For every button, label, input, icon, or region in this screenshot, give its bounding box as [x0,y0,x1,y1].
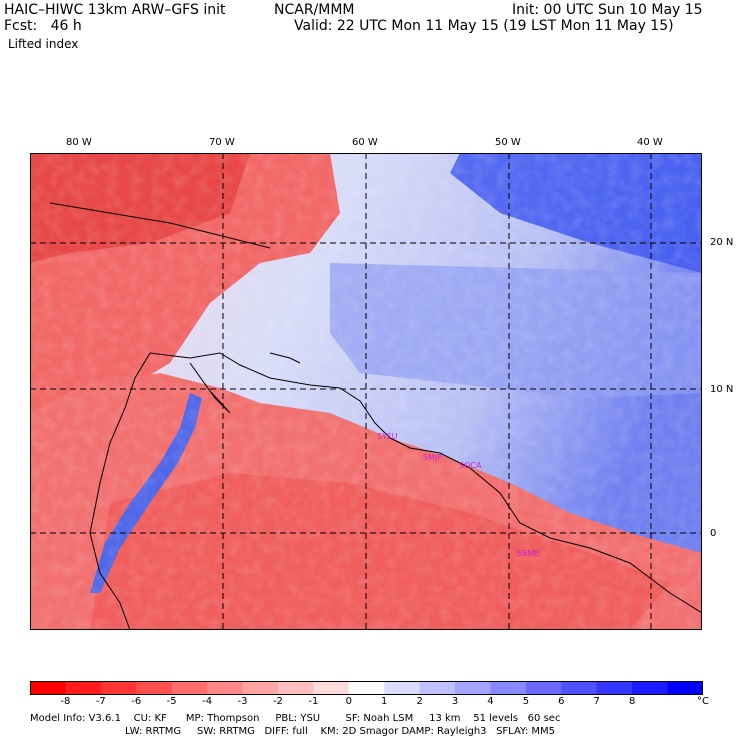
colorbar-tick-label: 0 [345,696,352,707]
lon-label-40w: 40 W [637,137,663,148]
colorbar-swatch [100,681,137,695]
colorbar-tick-label: 2 [416,696,423,707]
colorbar-tick-label: 8 [628,696,636,707]
colorbar-unit: °C [697,696,709,707]
field-name: Lifted index [8,37,79,51]
colorbar-swatch [30,681,66,695]
colorbar-swatch [525,681,562,695]
lon-label-80w: 80 W [66,137,92,148]
colorbar-tick-label: 7 [593,696,600,707]
model-info-line2: LW: RRTMG SW: RRTMG DIFF: full KM: 2D Sm… [125,726,555,737]
model-info-line1: Model Info: V3.6.1 CU: KF MP: Thompson P… [30,713,561,724]
lat-label-eq: 0 [710,528,717,539]
colorbar-tick-label: 3 [451,696,459,707]
colorbar-tick-label: -3 [237,696,248,707]
lifted-index-map [30,153,702,630]
colorbar-swatch [561,681,598,695]
map-frame [30,153,702,630]
station-smjp: SMJP [423,453,443,462]
colorbar-swatch [455,681,491,695]
colorbar-tick-label: -4 [202,696,213,707]
colorbar-swatch [419,681,456,695]
forecast-hour: Fcst: 46 h [4,18,82,34]
valid-time: Valid: 22 UTC Mon 11 May 15 (19 LST Mon … [294,18,674,34]
colorbar-swatch [171,681,208,695]
org-label: NCAR/MMM [274,2,355,18]
colorbar-swatch [313,681,350,695]
colorbar-tick-label: 1 [381,696,388,707]
colorbar-tick-label: 6 [558,696,565,707]
colorbar-swatch [667,681,703,695]
colorbar-swatch [207,681,244,695]
colorbar-tick-label: -6 [131,696,142,707]
colorbar-swatch [596,681,633,695]
station-syfu: SYFU [377,432,398,441]
colorbar-tick-label: -5 [166,696,177,707]
lon-label-60w: 60 W [352,137,378,148]
colorbar-tick-label: -2 [272,696,283,707]
colorbar-swatch [242,681,279,695]
map-texture [30,153,702,630]
init-time: Init: 00 UTC Sun 10 May 15 [512,2,703,18]
colorbar [30,681,703,695]
station-sbme: SBME [517,549,540,558]
colorbar-swatch [65,681,102,695]
colorbar-swatch [632,681,669,695]
lon-label-50w: 50 W [495,137,521,148]
colorbar-tick-label: 5 [522,696,530,707]
colorbar-frame [30,681,703,695]
colorbar-tick-label: -7 [95,696,106,707]
station-soca: SOCA [459,461,482,470]
colorbar-swatch [136,681,173,695]
lon-label-70w: 70 W [209,137,235,148]
coastlines [49,202,702,630]
colorbar-swatch [384,681,421,695]
colorbar-swatch [348,681,385,695]
colorbar-swatch [490,681,527,695]
colorbar-tick-label: 4 [487,696,494,707]
colorbar-tick-label: -1 [308,696,319,707]
lat-label-20n: 20 N [710,237,734,248]
colorbar-swatch [277,681,314,695]
lat-label-10n: 10 N [710,384,734,395]
colorbar-tick-label: -8 [60,696,71,707]
graticule [30,153,702,630]
model-title: HAIC–HIWC 13km ARW–GFS init [4,2,226,18]
